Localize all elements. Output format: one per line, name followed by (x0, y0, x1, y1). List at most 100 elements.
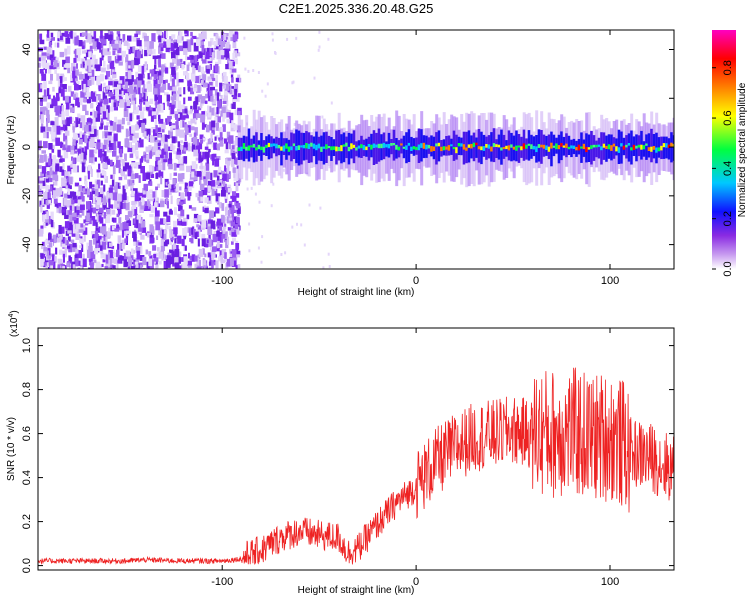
noise-cell (226, 112, 231, 118)
noise-cell (93, 75, 96, 81)
noise-cell (103, 98, 109, 105)
noise-cell (60, 263, 65, 268)
noise-cell (84, 146, 88, 156)
noise-cell (254, 192, 257, 196)
noise-cell (60, 141, 63, 149)
noise-cell (143, 84, 146, 93)
signal-peak-cell (305, 143, 308, 149)
noise-cell (112, 50, 116, 56)
signal-core-cell (485, 136, 488, 160)
noise-cell (118, 80, 123, 84)
noise-cell (90, 208, 93, 213)
noise-cell (96, 169, 101, 173)
noise-cell (106, 70, 111, 80)
noise-cell (43, 141, 48, 149)
noise-cell (168, 225, 172, 232)
noise-cell (157, 142, 161, 147)
noise-cell (68, 210, 72, 215)
signal-peak-cell (662, 143, 666, 148)
noise-cell (113, 186, 118, 195)
noise-cell (182, 41, 188, 51)
noise-cell (121, 50, 126, 58)
noise-cell (187, 96, 192, 101)
signal-peak-cell (585, 146, 588, 153)
noise-cell (172, 179, 176, 185)
signal-peak-cell (240, 146, 243, 152)
noise-cell (169, 228, 172, 238)
noise-cell (142, 172, 147, 181)
snr-y-tick-label: 0.2 (21, 514, 33, 529)
noise-cell (219, 126, 223, 132)
noise-cell (151, 111, 157, 116)
noise-cell (215, 195, 219, 202)
noise-cell (201, 219, 207, 228)
noise-cell (90, 102, 94, 109)
signal-peak-cell (417, 144, 421, 151)
noise-cell (90, 111, 93, 116)
signal-peak-cell (440, 146, 443, 152)
noise-cell (199, 165, 204, 169)
noise-cell (164, 30, 167, 40)
noise-cell (127, 168, 132, 177)
signal-peak-cell (370, 144, 373, 150)
noise-cell (225, 64, 230, 70)
noise-cell (183, 87, 186, 95)
noise-cell (190, 118, 196, 124)
noise-cell (175, 152, 181, 159)
signal-core-cell (550, 131, 553, 167)
signal-core-cell (567, 135, 571, 155)
noise-cell (138, 192, 143, 197)
noise-cell (215, 112, 219, 118)
noise-cell (222, 124, 226, 132)
noise-cell (92, 207, 96, 214)
noise-cell (78, 185, 83, 192)
noise-cell (108, 92, 113, 97)
noise-cell (224, 218, 228, 223)
signal-peak-cell (492, 143, 496, 148)
noise-cell (78, 118, 83, 122)
noise-cell (141, 122, 146, 131)
noise-cell (218, 182, 222, 186)
noise-cell (231, 249, 237, 258)
noise-cell (100, 73, 104, 82)
noise-cell (48, 143, 53, 150)
noise-cell (139, 93, 143, 103)
signal-peak-cell (540, 144, 543, 148)
noise-cell (227, 188, 232, 193)
snr-y-tick-label: 0.6 (21, 426, 33, 441)
colorbar: 0.00.20.40.60.8 Normalized spectral ampl… (712, 30, 748, 277)
noise-cell (174, 232, 178, 237)
noise-cell (235, 52, 241, 57)
noise-cell (153, 129, 158, 137)
signal-peak-cell (290, 146, 293, 151)
noise-cell (138, 164, 142, 169)
noise-cell (131, 203, 137, 209)
noise-cell (191, 143, 196, 152)
noise-cell (86, 38, 90, 43)
noise-cell (204, 207, 209, 214)
noise-cell (145, 105, 150, 111)
noise-cell (231, 204, 235, 211)
noise-cell (157, 247, 160, 252)
noise-cell (108, 187, 113, 193)
noise-cell (136, 50, 142, 59)
noise-cell (115, 155, 119, 160)
noise-cell (58, 225, 62, 234)
noise-cell (119, 223, 123, 231)
noise-cell (243, 36, 246, 40)
noise-cell (236, 202, 241, 209)
noise-cell (72, 132, 78, 140)
noise-cell (232, 42, 237, 49)
noise-cell (179, 129, 185, 138)
noise-cell (208, 200, 212, 204)
noise-cell (81, 162, 85, 167)
noise-cell (99, 35, 103, 42)
noise-cell (124, 184, 129, 189)
signal-peak-cell (410, 146, 413, 151)
signal-peak-cell (510, 144, 513, 148)
noise-cell (152, 55, 158, 60)
noise-cell (98, 235, 102, 240)
noise-cell (231, 195, 237, 202)
signal-core-cell (667, 138, 671, 160)
noise-cell (54, 42, 57, 48)
